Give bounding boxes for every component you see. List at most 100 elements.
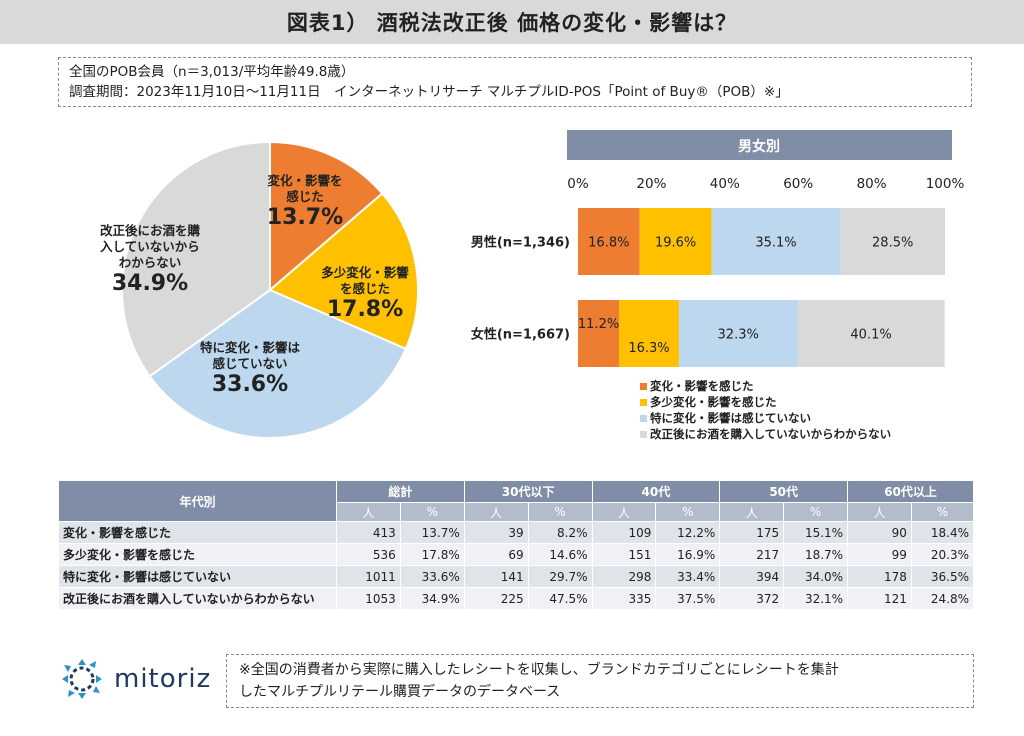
table-cell: 69 (463, 543, 529, 566)
category-label: 女性(n=1,667) (471, 327, 570, 343)
bar-segment (711, 208, 841, 275)
table-cell: 8.2% (527, 521, 593, 544)
table-cell: 413 (335, 521, 401, 544)
pie-slice-caption: わからない (118, 255, 182, 270)
pie-chart-svg (121, 140, 419, 439)
bar-value-label: 16.3% (628, 341, 669, 356)
table-cell: 175 (719, 521, 785, 544)
table-cell: 33.4% (655, 565, 721, 588)
pie-slice (121, 140, 271, 378)
legend-item: 多少変化・影響を感じた (640, 394, 891, 410)
table-cell: 18.4% (910, 521, 975, 544)
pie-slice-label: 特に変化・影響は 感じていない 33.6% (180, 340, 320, 398)
table-cell: 298 (591, 565, 657, 588)
pie-slice-caption: 多少変化・影響 (321, 265, 409, 280)
bar-value-label: 32.3% (718, 328, 759, 343)
legend-swatch (640, 382, 647, 390)
table-cell: 32.1% (783, 587, 849, 610)
legend-label: 特に変化・影響は感じていない (650, 411, 811, 425)
legend-label: 多少変化・影響を感じた (650, 395, 777, 409)
table-subheader: 人 (847, 502, 912, 522)
mitoriz-logo-icon (62, 659, 102, 699)
table-subheader: 人 (591, 502, 657, 522)
pie-slice-value: 17.8% (326, 297, 404, 322)
table-cell: 33.6% (399, 565, 465, 588)
table-cell: 13.7% (399, 521, 465, 544)
table-row: 多少変化・影響を感じた 536 17.8% 69 14.6% 151 16.9% 217 18.… (58, 543, 975, 566)
table-group-header: 50代 (719, 480, 849, 503)
bar-value-label: 11.2% (578, 317, 619, 332)
bar-value-label: 19.6% (655, 236, 696, 251)
pie-slice-caption: 特に変化・影響は (199, 340, 300, 355)
table-subheader: 人 (335, 502, 401, 522)
footnote-box: ※全国の消費者から実際に購入したレシートを収集し、ブランドカテゴリごとにレシート… (226, 654, 974, 708)
table-group-header: 総計 (335, 480, 465, 503)
table-cell: 1011 (335, 565, 401, 588)
table-subheader: 人 (463, 502, 529, 522)
table-group-header: 30代以下 (463, 480, 593, 503)
bar-segment (619, 300, 679, 367)
table-cell: 99 (847, 543, 912, 566)
legend-swatch (640, 398, 647, 406)
table-subheader: % (783, 502, 849, 522)
x-tick-label: 80% (857, 176, 887, 192)
footnote-line-2: したマルチプルリテール購買データのデータベース (239, 684, 561, 700)
pie-slice (268, 192, 419, 351)
x-tick-label: 20% (636, 176, 666, 192)
table-cell: 16.9% (655, 543, 721, 566)
table-cell: 37.5% (655, 587, 721, 610)
age-group-table: 年代別 総計 30代以下 40代 50代 60代以上人% 人% 人% 人% 人% 変化・影響を感じ… (58, 480, 975, 610)
pie-slice-caption: 改正後にお酒を購 (99, 223, 200, 238)
survey-info-box: 全国のPOB会員（n＝3,013/平均年齢49.8歳） 調査期間：2023年11… (58, 57, 972, 107)
pie-slice-caption: を感じた (339, 281, 390, 296)
table-cell: 372 (719, 587, 785, 610)
table-cell: 29.7% (527, 565, 593, 588)
gender-bar-chart: 男女別 0% 20% 40% 60% 80% 100% 男性(n=1,346) 16.8% 19.… (440, 128, 1010, 458)
survey-sample-text: 全国のPOB会員（n＝3,013/平均年齢49.8歳） (69, 64, 355, 80)
x-tick-label: 40% (710, 176, 740, 192)
bar-segment (639, 208, 712, 275)
legend-label: 改正後にお酒を購入していないからわからない (650, 427, 892, 441)
table-cell: 20.3% (910, 543, 975, 566)
pie-slice-caption: 感じた (286, 189, 324, 204)
survey-period-text: 調査期間：2023年11月10日〜11月11日 インターネットリサーチ マルチプ… (69, 84, 789, 100)
legend-swatch (640, 414, 647, 422)
category-label: 男性(n=1,346) (471, 235, 570, 251)
pie-slice-label: 変化・影響を 感じた 13.7% (235, 173, 375, 231)
bar-segment (578, 208, 640, 275)
table-cell: 34.9% (399, 587, 465, 610)
table-cell: 121 (847, 587, 912, 610)
table-cell: 24.8% (910, 587, 975, 610)
bar-segment (578, 300, 620, 367)
table-subheader: % (399, 502, 465, 522)
gender-bar-chart-svg: 男女別 0% 20% 40% 60% 80% 100% 男性(n=1,346) 16.8% 19.… (471, 130, 965, 367)
pie-slice-caption: 入していないから (100, 239, 200, 254)
x-tick-label: 100% (926, 176, 965, 192)
table-cell: 141 (463, 565, 529, 588)
bar-segment (840, 208, 945, 275)
table-row: 特に変化・影響は感じていない 1011 33.6% 141 29.7% 298 33.4% 3… (58, 565, 975, 588)
logo-text: mitoriz (114, 664, 212, 694)
table-cell: 217 (719, 543, 785, 566)
table-cell: 394 (719, 565, 785, 588)
legend-item: 変化・影響を感じた (640, 378, 891, 394)
pie-slice (269, 140, 384, 293)
table-cell: 151 (591, 543, 657, 566)
pie-chart: 変化・影響を 感じた 13.7% 多少変化・影響 を感じた 17.8% 特に変化・影響は 感じ… (100, 135, 440, 445)
table-cell: 109 (591, 521, 657, 544)
pie-slice-label: 多少変化・影響 を感じた 17.8% (295, 265, 435, 323)
table-cell: 39 (463, 521, 529, 544)
table-subheader: 人 (719, 502, 785, 522)
table-row-label: 改正後にお酒を購入していないからわからない (58, 587, 337, 610)
mitoriz-logo: mitoriz (58, 655, 211, 703)
table-group-header: 40代 (591, 480, 721, 503)
table-cell: 536 (335, 543, 401, 566)
pie-slice-value: 13.7% (266, 205, 344, 230)
pie-slice-value: 33.6% (211, 372, 289, 397)
bar-segment (797, 300, 945, 367)
table-cell: 18.7% (783, 543, 849, 566)
table-cell: 15.1% (783, 521, 849, 544)
bar-chart-title-band (567, 130, 952, 160)
table-cell: 90 (847, 521, 912, 544)
table-cell: 17.8% (399, 543, 465, 566)
